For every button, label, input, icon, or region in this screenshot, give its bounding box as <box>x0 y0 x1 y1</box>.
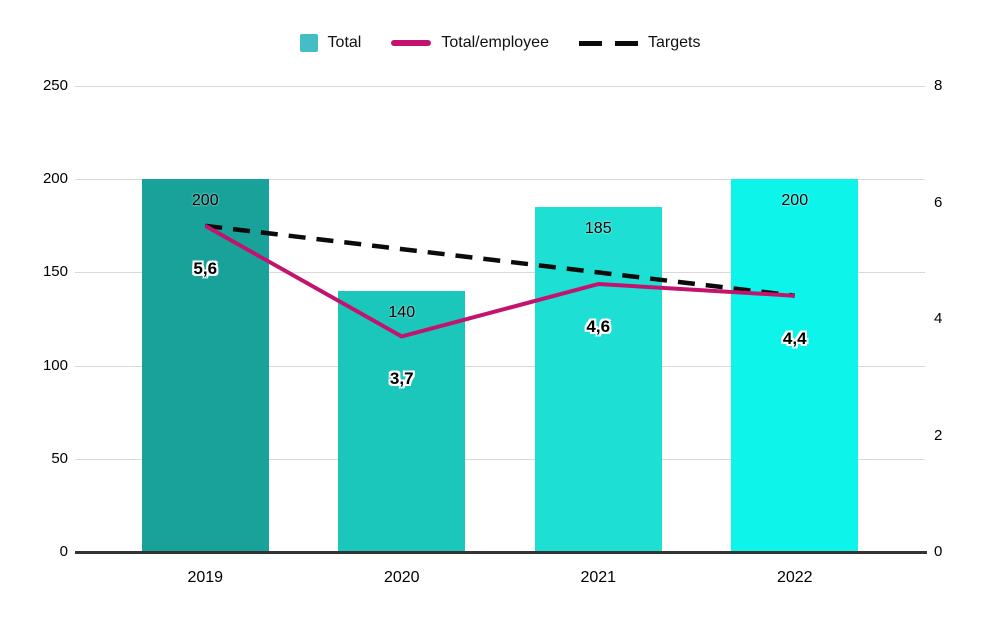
line-value-label: 3,7 <box>389 369 414 389</box>
x-axis-label-2022: 2022 <box>776 569 813 586</box>
gridline <box>75 86 925 87</box>
total-employee-line <box>204 224 795 339</box>
legend-label-targets: Targets <box>647 34 701 51</box>
bar-2022[interactable] <box>731 179 859 551</box>
line-value-label: 4,4 <box>782 328 807 348</box>
total-employee-series-swatch-icon <box>391 40 432 46</box>
y-axis-label-right: 6 <box>934 193 943 211</box>
y-axis-label-left: 150 <box>42 263 68 281</box>
legend-item-total: Total <box>299 30 362 56</box>
total-series-swatch-icon <box>299 34 318 52</box>
legend-item-targets: Targets <box>578 30 701 56</box>
bar-2019[interactable] <box>141 179 269 551</box>
y-axis-label-right: 8 <box>934 77 943 94</box>
x-axis-label-2021: 2021 <box>580 569 617 586</box>
legend: Total Total/employee Targets <box>0 30 1000 56</box>
bar-value-label: 200 <box>191 192 219 210</box>
targets-series-swatch-icon <box>578 40 638 46</box>
x-axis-line <box>75 551 927 554</box>
y-axis-label-right: 4 <box>934 310 943 327</box>
y-axis-label-left: 0 <box>59 543 68 560</box>
gridline <box>75 365 925 367</box>
y-axis-label-right: 0 <box>934 543 943 560</box>
legend-item-total-employee: Total/employee <box>391 30 549 56</box>
bar-2021[interactable] <box>534 207 662 551</box>
line-value-label: 4,6 <box>586 317 611 337</box>
y-axis-label-left: 50 <box>51 449 68 467</box>
gridline <box>75 179 925 181</box>
bar-value-label: 185 <box>584 220 612 238</box>
y-axis-label-right: 2 <box>934 426 943 444</box>
x-axis-label-2020: 2020 <box>383 569 420 586</box>
y-axis-label-left: 250 <box>42 77 68 94</box>
bar-2020[interactable] <box>338 291 466 551</box>
bar-value-label: 140 <box>388 304 416 322</box>
targets-line <box>204 223 796 298</box>
x-axis-label-2019: 2019 <box>187 569 224 586</box>
legend-label-total: Total <box>327 34 362 51</box>
gridline <box>75 458 925 460</box>
bar-value-label: 200 <box>781 192 809 210</box>
legend-label-total-employee: Total/employee <box>441 34 549 51</box>
line-value-label: 5,6 <box>193 258 218 278</box>
y-axis-label-left: 200 <box>42 170 68 188</box>
y-axis-label-left: 100 <box>42 356 68 374</box>
